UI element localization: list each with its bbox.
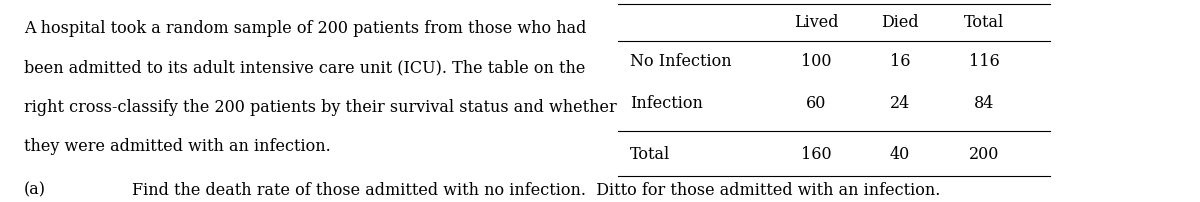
Text: A hospital took a random sample of 200 patients from those who had: A hospital took a random sample of 200 p…: [24, 20, 587, 37]
Text: 40: 40: [890, 146, 910, 163]
Text: 100: 100: [800, 53, 832, 70]
Text: 116: 116: [968, 53, 1000, 70]
Text: Lived: Lived: [793, 14, 839, 31]
Text: Infection: Infection: [630, 95, 703, 112]
Text: 200: 200: [968, 146, 1000, 163]
Text: right cross-classify the 200 patients by their survival status and whether: right cross-classify the 200 patients by…: [24, 99, 617, 116]
Text: been admitted to its adult intensive care unit (ICU). The table on the: been admitted to its adult intensive car…: [24, 59, 586, 76]
Text: Total: Total: [964, 14, 1004, 31]
Text: 24: 24: [890, 95, 910, 112]
Text: 16: 16: [889, 53, 911, 70]
Text: 60: 60: [806, 95, 826, 112]
Text: 84: 84: [974, 95, 994, 112]
Text: Died: Died: [881, 14, 919, 31]
Text: they were admitted with an infection.: they were admitted with an infection.: [24, 138, 331, 155]
Text: (a): (a): [24, 182, 46, 199]
Text: Find the death rate of those admitted with no infection.  Ditto for those admitt: Find the death rate of those admitted wi…: [132, 182, 941, 199]
Text: 160: 160: [800, 146, 832, 163]
Text: Total: Total: [630, 146, 671, 163]
Text: No Infection: No Infection: [630, 53, 732, 70]
